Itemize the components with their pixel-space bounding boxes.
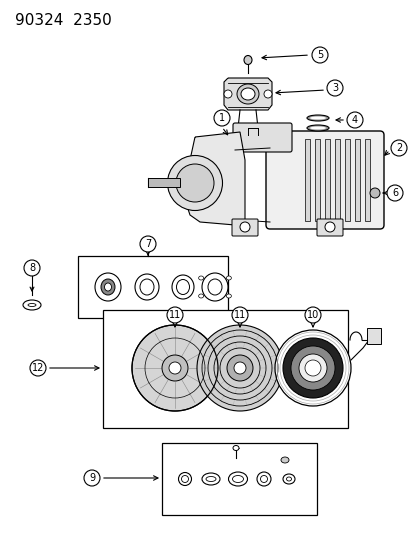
Circle shape [223,90,231,98]
Circle shape [240,222,249,232]
Ellipse shape [256,472,271,486]
Ellipse shape [176,279,189,295]
Bar [354,139,359,221]
Ellipse shape [243,55,252,64]
Circle shape [386,185,402,201]
Circle shape [290,346,334,390]
Ellipse shape [167,156,222,211]
Circle shape [132,325,218,411]
PathPatch shape [223,78,271,110]
Text: 1: 1 [218,113,225,123]
Ellipse shape [260,475,267,482]
Ellipse shape [178,472,191,486]
Bar [344,139,349,221]
Circle shape [226,355,252,381]
Bar [103,310,347,428]
Ellipse shape [135,274,159,300]
Circle shape [24,260,40,276]
Circle shape [233,362,245,374]
Bar [324,139,329,221]
Ellipse shape [228,472,247,486]
Ellipse shape [95,273,121,301]
Text: 5: 5 [316,50,322,60]
Circle shape [390,140,406,156]
Ellipse shape [306,125,328,131]
Bar [314,139,319,221]
Ellipse shape [280,457,288,463]
Ellipse shape [309,126,325,130]
Ellipse shape [309,117,325,119]
Bar [161,443,316,515]
Circle shape [274,330,350,406]
FancyBboxPatch shape [233,123,291,152]
Ellipse shape [198,276,203,280]
Ellipse shape [282,474,294,484]
Ellipse shape [202,473,219,485]
Text: 8: 8 [29,263,35,273]
Ellipse shape [198,294,203,298]
Circle shape [304,360,320,376]
Circle shape [346,112,362,128]
Ellipse shape [240,88,254,100]
Bar [364,139,369,221]
Circle shape [263,90,271,98]
Ellipse shape [202,273,228,301]
Text: 2: 2 [395,143,401,153]
Bar [304,139,309,221]
Circle shape [324,222,334,232]
Ellipse shape [232,475,243,482]
Circle shape [311,47,327,63]
Text: 4: 4 [351,115,357,125]
Text: 6: 6 [391,188,397,198]
Circle shape [298,354,326,382]
Ellipse shape [28,303,36,306]
Circle shape [214,110,230,126]
Circle shape [231,307,247,323]
Polygon shape [366,328,380,344]
Ellipse shape [233,446,238,450]
PathPatch shape [185,132,244,225]
Circle shape [282,338,342,398]
Bar [78,256,228,318]
Ellipse shape [207,279,221,295]
Ellipse shape [206,477,216,481]
Ellipse shape [23,300,41,310]
Text: 10: 10 [306,310,318,320]
Ellipse shape [140,279,154,295]
Circle shape [169,362,180,374]
Circle shape [326,80,342,96]
Text: 90324  2350: 90324 2350 [15,13,112,28]
Circle shape [30,360,46,376]
Ellipse shape [286,477,291,481]
Ellipse shape [181,475,188,482]
Bar [334,139,339,221]
Text: 12: 12 [32,363,44,373]
FancyBboxPatch shape [266,131,383,229]
Ellipse shape [306,115,328,121]
Circle shape [369,188,379,198]
Circle shape [197,325,282,411]
Bar [147,178,180,187]
Circle shape [140,236,156,252]
Text: 11: 11 [169,310,181,320]
Ellipse shape [101,279,115,295]
FancyBboxPatch shape [316,219,342,236]
Circle shape [84,470,100,486]
Ellipse shape [226,276,231,280]
Ellipse shape [176,164,214,202]
Ellipse shape [236,84,259,104]
Ellipse shape [171,275,194,299]
Text: 7: 7 [145,239,151,249]
Text: 11: 11 [233,310,246,320]
Circle shape [304,307,320,323]
Text: 3: 3 [331,83,337,93]
Circle shape [166,307,183,323]
Ellipse shape [226,294,231,298]
Circle shape [161,355,188,381]
Text: 9: 9 [89,473,95,483]
FancyBboxPatch shape [231,219,257,236]
Ellipse shape [104,283,111,291]
